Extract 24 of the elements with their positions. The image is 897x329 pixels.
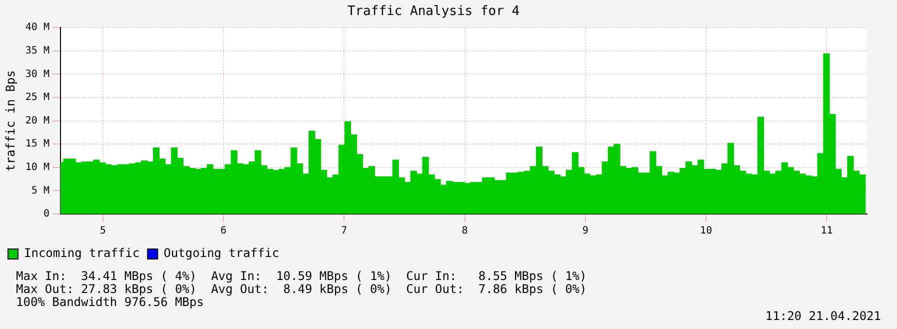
x-tick-label: 11 bbox=[820, 226, 833, 237]
y-tick-label: 15 M bbox=[25, 138, 50, 150]
y-tick-label: 25 M bbox=[25, 92, 50, 104]
y-tick-label: 0 bbox=[43, 208, 50, 220]
y-tick-label: 30 M bbox=[25, 68, 50, 80]
y-tick-label: 20 M bbox=[25, 115, 50, 126]
y-tick-label: 5 M bbox=[31, 185, 50, 196]
x-tick-label: 9 bbox=[582, 226, 588, 237]
text: 11:20 21.04.2021 bbox=[765, 309, 881, 323]
legend-label: Incoming traffic bbox=[24, 246, 140, 260]
text: Max Out: 27.83 kBps ( 0%) Avg Out: 8.49 kBps ( 0%) Cur Out: 7.86 kBps ( 0%) bbox=[16, 282, 588, 296]
y-axis-title: traffic in Bps bbox=[3, 70, 18, 172]
x-tick-label: 10 bbox=[700, 226, 712, 237]
y-tick-label: 10 M bbox=[25, 162, 50, 173]
x-tick-label: 6 bbox=[220, 226, 226, 237]
y-tick-label: 35 M bbox=[25, 45, 50, 56]
text: Max In: 34.41 MBps ( 4%) Avg In: 10.59 MBps ( 1%) Cur In: 8.55 MBps ( 1%) bbox=[16, 269, 588, 283]
x-tick-label: 5 bbox=[100, 226, 106, 237]
y-tick-label: 40 M bbox=[25, 22, 50, 34]
text: 100% Bandwidth 976.56 MBps bbox=[16, 295, 205, 309]
x-tick-label: 7 bbox=[341, 226, 348, 237]
legend-label: Outgoing traffic bbox=[164, 246, 280, 260]
x-tick-label: 8 bbox=[462, 226, 468, 237]
chart-title: Traffic Analysis for 4 bbox=[347, 4, 520, 20]
